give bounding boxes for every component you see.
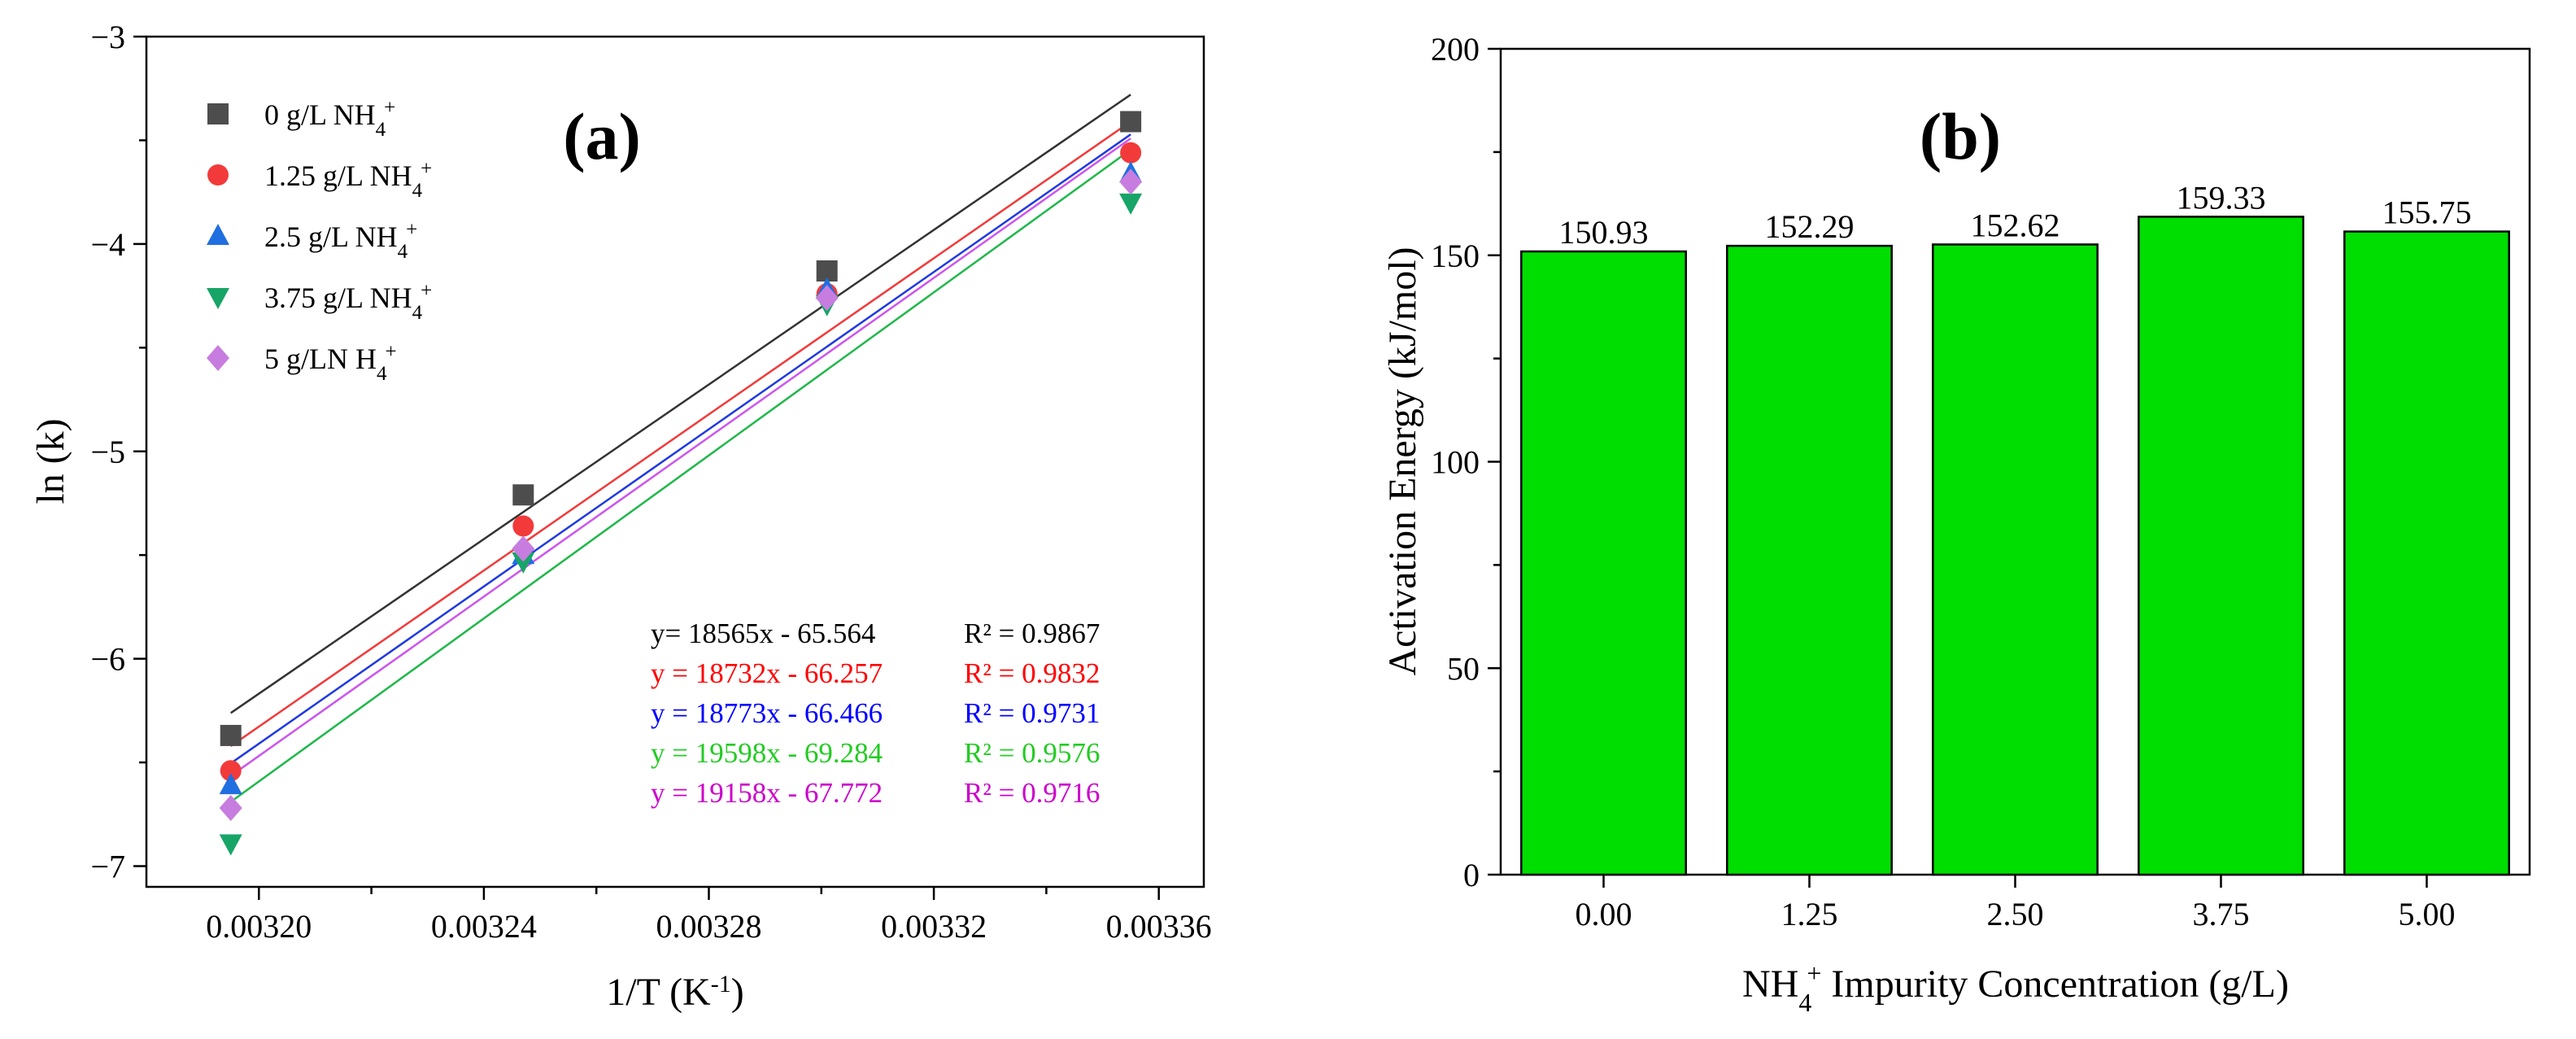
panel-b-bar-value-label: 159.33 [2177,179,2266,216]
panel-b-axis-ticks: 0 50 100 150 200 [1431,31,1501,893]
panel-a-fit-r2: R² = 0.9832 [964,657,1100,689]
panel-a-legend-marker [207,345,229,371]
panel-a-fit-equation: y= 18565x - 65.564 [651,618,875,649]
panel-a-ytick-label: −5 [90,434,125,470]
panel-a-ylabel: ln (k) [29,418,72,504]
panel-a-fit-equation: y = 19158x - 67.772 [651,777,883,809]
panel-b-xtick-label: 3.75 [2193,896,2250,932]
panel-b-activation-energy-bars: 0 50 100 150 200 150.93 0.00 152.29 1.25 152.62 2… [1381,31,2531,1017]
panel-b-xlabel: NH4+ Impurity Concentration (g/L) [1742,958,2289,1017]
panel-b-ylabel: Activation Energy (kJ/mol) [1381,247,1424,675]
panel-a-legend-marker [207,288,229,309]
panel-a-data-point [1119,168,1143,195]
panel-a-equations: y= 18565x - 65.564 R² = 0.9867 y = 18732x … [651,618,1100,809]
panel-a-legend: 0 g/L NH4+ 1.25 g/L NH4+ 2.5 g/L NH4+ 3.75 … [207,97,432,385]
panel-a-ytick-label: −6 [90,641,125,678]
panel-a-fit-equation: y = 18773x - 66.466 [651,697,883,729]
panel-a-data-point [512,552,535,574]
panel-a-data-point [512,484,534,506]
panel-a-fit-equation: y = 18732x - 66.257 [651,657,883,689]
panel-b-bar [2343,230,2510,876]
panel-a-axis-ticks: 0.00320 0.00324 0.00328 0.00332 0.00336 −7 −6 −… [90,19,1211,945]
panel-a-fit-line [230,94,1131,714]
panel-a-legend-label: 1.25 g/L NH4+ [264,158,432,202]
panel-b-bar-value-label: 152.62 [1971,207,2060,243]
panel-a-legend-label: 0 g/L NH4+ [264,97,395,141]
panel-b-bar [1932,243,2099,876]
panel-a-xtick-label: 0.00320 [206,908,312,945]
panel-a-letter: (a) [563,99,641,173]
panel-a-ytick-label: −4 [90,226,125,263]
panel-b-ytick-label: 150 [1431,238,1480,274]
panel-a-legend-marker [207,164,229,186]
panel-a-fit-r2: R² = 0.9867 [964,618,1100,649]
panel-b-bar [1520,250,1687,876]
panel-a-data-point [1120,111,1142,133]
panel-a-data-point [219,834,242,856]
panel-b-ytick-label: 0 [1463,857,1480,893]
panel-a-xtick-label: 0.00328 [656,908,761,945]
panel-a-data-points [219,111,1143,856]
panel-a-xtick-label: 0.00332 [881,908,987,945]
panel-b-ytick-label: 50 [1447,650,1480,687]
panel-a-legend-label: 3.75 g/L NH4+ [264,280,432,324]
panel-b-letter: (b) [1920,99,2001,173]
panel-b-bars: 150.93 0.00 152.29 1.25 152.62 2.50 159.33 3.75… [1520,179,2510,932]
panel-b-xtick-label: 2.50 [1987,896,2044,932]
panel-a-fit-line [229,148,1131,803]
panel-a-data-point [219,795,242,822]
panel-a-legend-marker [207,224,229,245]
panel-a-data-point [815,285,839,312]
panel-a-legend-label: 2.5 g/L NH4+ [264,219,417,263]
panel-b-xtick-label: 1.25 [1781,896,1838,932]
panel-b-ytick-label: 200 [1431,31,1480,68]
panel-a-data-point [220,760,242,782]
panel-a-plot-frame [145,35,1205,888]
panel-a-legend-marker [207,103,229,124]
panel-b-ytick-label: 100 [1431,444,1480,481]
panel-a-data-point [219,773,242,795]
panel-b-bar-value-label: 155.75 [2382,194,2472,231]
panel-a-fit-line [230,120,1131,748]
panel-b-xtick-label: 0.00 [1576,896,1632,932]
panel-b-xtick-label: 5.00 [2399,896,2456,932]
panel-b-bar [2138,216,2304,876]
panel-a-data-point [1120,142,1142,164]
panel-b-bar-value-label: 152.29 [1765,208,1855,245]
panel-a-data-point [220,724,242,746]
panel-a-fit-lines [229,94,1131,803]
panel-a-ytick-label: −3 [90,19,125,55]
panel-a-data-point [1119,193,1143,215]
panel-a-xtick-label: 0.00336 [1106,908,1212,945]
panel-a-ytick-label: −7 [90,849,125,885]
panel-a-fit-r2: R² = 0.9576 [964,737,1100,769]
panel-b-bar-value-label: 150.93 [1559,214,1649,251]
panel-a-data-point [512,535,535,562]
panel-a-data-point [512,515,534,537]
panel-a-legend-label: 5 g/LN H4+ [264,341,397,385]
panel-a-fit-equation: y = 19598x - 69.284 [651,737,883,769]
panel-a-fit-line [230,138,1131,777]
panel-a-xlabel: 1/T (K-1) [606,971,743,1015]
panel-a-fit-line [230,133,1131,765]
panel-a-ln-k-vs-inverse-temperature: 0.00320 0.00324 0.00328 0.00332 0.00336 −7 −6 −… [29,19,1212,1014]
panel-a-fit-r2: R² = 0.9716 [964,777,1100,809]
panel-a-fit-r2: R² = 0.9731 [964,697,1100,729]
panel-b-bar [1726,244,1893,876]
panel-a-xtick-label: 0.00324 [431,908,537,945]
